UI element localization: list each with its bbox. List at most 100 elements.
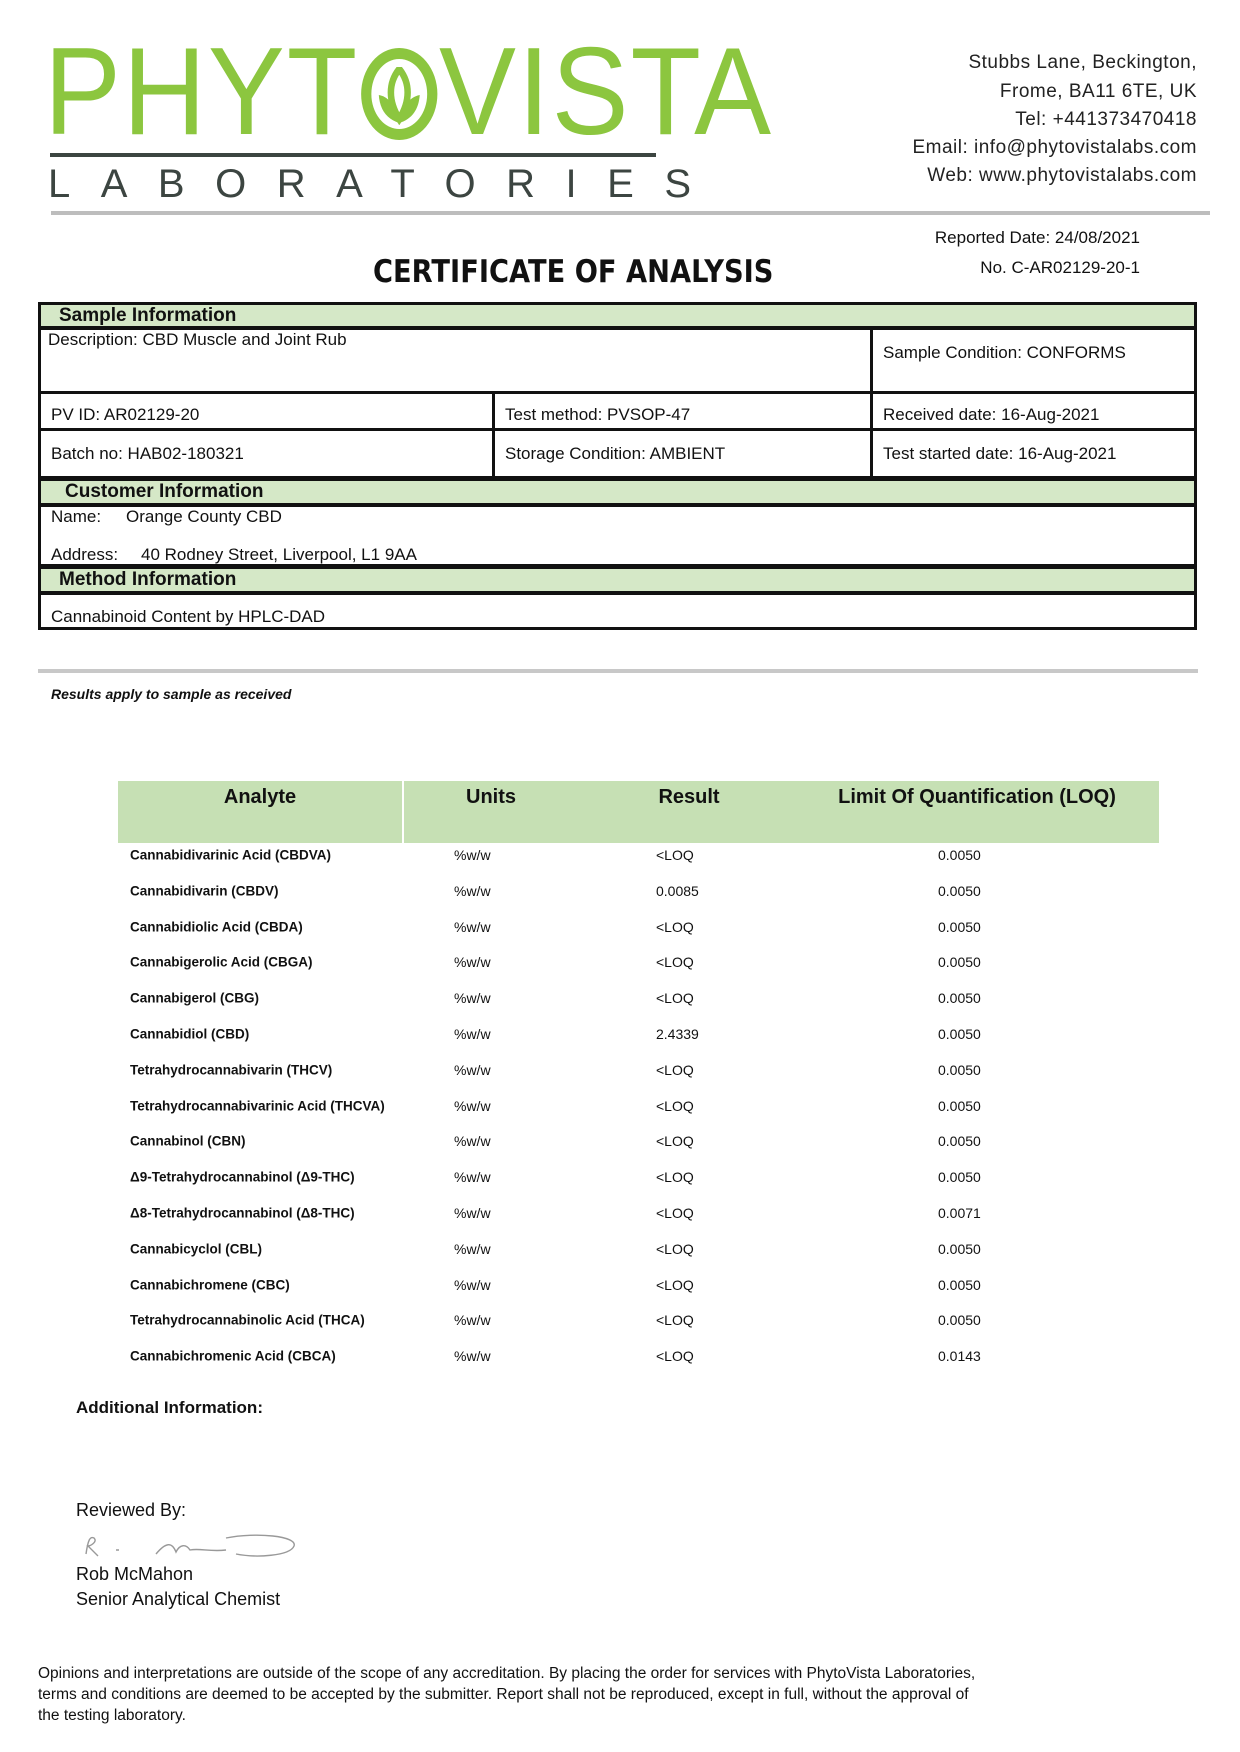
leaf-circle-icon xyxy=(360,48,438,140)
cell-result: <LOQ xyxy=(656,1312,694,1329)
cell-analyte: Tetrahydrocannabinolic Acid (THCA) xyxy=(130,1312,365,1328)
sample-info-header: Sample Information xyxy=(38,302,1197,329)
cell-analyte: Cannabigerol (CBG) xyxy=(130,990,260,1006)
customer-address: 40 Rodney Street, Liverpool, L1 9AA xyxy=(141,545,417,564)
method-info-box xyxy=(38,592,1197,630)
cell-result: 2.4339 xyxy=(656,1026,699,1042)
logo: PHYT VISTA xyxy=(44,30,773,154)
section-divider xyxy=(38,669,1198,673)
cell-units: %w/w xyxy=(454,1026,491,1042)
cell-result: <LOQ xyxy=(656,990,694,1007)
cell-units: %w/w xyxy=(454,1348,491,1365)
sample-info-box xyxy=(38,327,1197,479)
reported-date: Reported Date: 24/08/2021 xyxy=(934,228,1140,247)
cell-analyte: Cannabidivarin (CBDV) xyxy=(130,883,279,899)
customer-address-label: Address: xyxy=(51,545,119,564)
header-divider xyxy=(51,211,1210,215)
cell-analyte: Cannabigerolic Acid (CBGA) xyxy=(130,954,313,970)
cell-units: %w/w xyxy=(454,954,491,971)
cell-result: <LOQ xyxy=(656,954,694,971)
cell-loq: 0.0071 xyxy=(938,1205,981,1221)
cell-loq: 0.0050 xyxy=(938,1061,981,1078)
cell-analyte: Cannabichromenic Acid (CBCA) xyxy=(130,1348,336,1364)
cell-loq: 0.0050 xyxy=(938,1026,981,1042)
cell-loq: 0.0050 xyxy=(938,847,981,863)
received-date: Received date: 16-Aug-2021 xyxy=(883,405,1100,424)
signature xyxy=(76,1528,306,1567)
column-header-result: Result xyxy=(658,786,720,808)
cell-loq: 0.0050 xyxy=(938,990,981,1007)
cell-result: <LOQ xyxy=(656,1240,694,1257)
cell-analyte: Cannabidivarinic Acid (CBDVA) xyxy=(130,847,332,863)
certificate-number: No. C-AR02129-20-1 xyxy=(980,258,1140,277)
method-info-header: Method Information xyxy=(38,566,1197,594)
cell-loq: 0.0050 xyxy=(938,1133,981,1150)
reviewed-by-label: Reviewed By: xyxy=(76,1500,187,1520)
cell-analyte: Cannabinol (CBN) xyxy=(130,1133,246,1149)
customer-info-header: Customer Information xyxy=(38,478,1197,506)
cell-units: %w/w xyxy=(454,990,491,1007)
cell-result: <LOQ xyxy=(656,1097,694,1114)
cell-result: <LOQ xyxy=(656,1061,694,1078)
cell-units: %w/w xyxy=(454,847,491,863)
cell-units: %w/w xyxy=(454,1276,491,1293)
cell-result: 0.0085 xyxy=(656,882,699,899)
test-started-date: Test started date: 16-Aug-2021 xyxy=(883,444,1117,463)
cell-analyte: Tetrahydrocannabivarin (THCV) xyxy=(130,1062,333,1078)
cell-loq: 0.0050 xyxy=(938,1276,981,1293)
telephone: Tel: +441373470418 xyxy=(1015,109,1197,130)
cell-loq: 0.0050 xyxy=(938,1240,981,1257)
additional-information-label: Additional Information: xyxy=(76,1398,263,1417)
results-table-header xyxy=(118,781,1159,843)
footer-disclaimer-line: terms and conditions are deemed to be ac… xyxy=(38,1686,969,1703)
logo-text-left: PHYT xyxy=(44,23,360,161)
logo-text-right: VISTA xyxy=(438,23,773,161)
cell-units: %w/w xyxy=(454,918,491,935)
cell-result: <LOQ xyxy=(656,1276,694,1293)
cell-loq: 0.0050 xyxy=(938,918,981,935)
customer-name: Orange County CBD xyxy=(126,507,282,526)
cell-result: <LOQ xyxy=(656,1133,694,1150)
website: Web: www.phytovistalabs.com xyxy=(927,165,1197,186)
footer-disclaimer-line: the testing laboratory. xyxy=(38,1707,186,1724)
address-line: Frome, BA11 6TE, UK xyxy=(999,81,1197,102)
cell-analyte: Tetrahydrocannabivarinic Acid (THCVA) xyxy=(130,1098,385,1114)
reviewer-name: Rob McMahon xyxy=(76,1564,194,1584)
cell-result: <LOQ xyxy=(656,1169,694,1186)
email: Email: info@phytovistalabs.com xyxy=(912,137,1197,158)
cell-analyte: Cannabichromene (CBC) xyxy=(130,1277,290,1293)
footer-disclaimer-line: Opinions and interpretations are outside… xyxy=(38,1665,976,1682)
page-title: CERTIFICATE OF ANALYSIS xyxy=(373,254,774,290)
batch-number: Batch no: HAB02-180321 xyxy=(51,444,244,463)
cell-result: <LOQ xyxy=(656,1348,694,1365)
cell-units: %w/w xyxy=(454,1312,491,1329)
cell-units: %w/w xyxy=(454,1169,491,1186)
sample-condition: Sample Condition: CONFORMS xyxy=(883,343,1126,362)
customer-name-label: Name: xyxy=(51,507,102,526)
cell-loq: 0.0143 xyxy=(938,1348,981,1365)
sample-description: Description: CBD Muscle and Joint Rub xyxy=(48,330,347,349)
cell-result: <LOQ xyxy=(656,918,694,935)
column-header-loq: Limit Of Quantification (LOQ) xyxy=(838,786,1116,808)
cell-analyte: Cannabidiol (CBD) xyxy=(130,1026,250,1042)
cell-units: %w/w xyxy=(454,1240,491,1257)
cell-loq: 0.0050 xyxy=(938,1312,981,1329)
cell-units: %w/w xyxy=(454,1133,491,1150)
cell-analyte: Cannabicyclol (CBL) xyxy=(130,1241,263,1257)
cell-analyte: Δ8-Tetrahydrocannabinol (Δ8-THC) xyxy=(130,1205,355,1221)
cell-units: %w/w xyxy=(454,1061,491,1078)
cell-units: %w/w xyxy=(454,882,491,899)
column-header-units: Units xyxy=(466,786,516,808)
pv-id: PV ID: AR02129-20 xyxy=(51,405,200,424)
customer-info-box xyxy=(38,504,1197,567)
address-line: Stubbs Lane, Beckington, xyxy=(968,52,1197,73)
column-header-analyte: Analyte xyxy=(223,786,297,808)
cell-units: %w/w xyxy=(454,1097,491,1114)
cell-units: %w/w xyxy=(454,1205,491,1221)
cell-analyte: Cannabidiolic Acid (CBDA) xyxy=(130,919,303,935)
cell-loq: 0.0050 xyxy=(938,1169,981,1186)
storage-condition: Storage Condition: AMBIENT xyxy=(505,444,726,463)
reviewer-title: Senior Analytical Chemist xyxy=(76,1589,281,1609)
cell-result: <LOQ xyxy=(656,847,694,863)
